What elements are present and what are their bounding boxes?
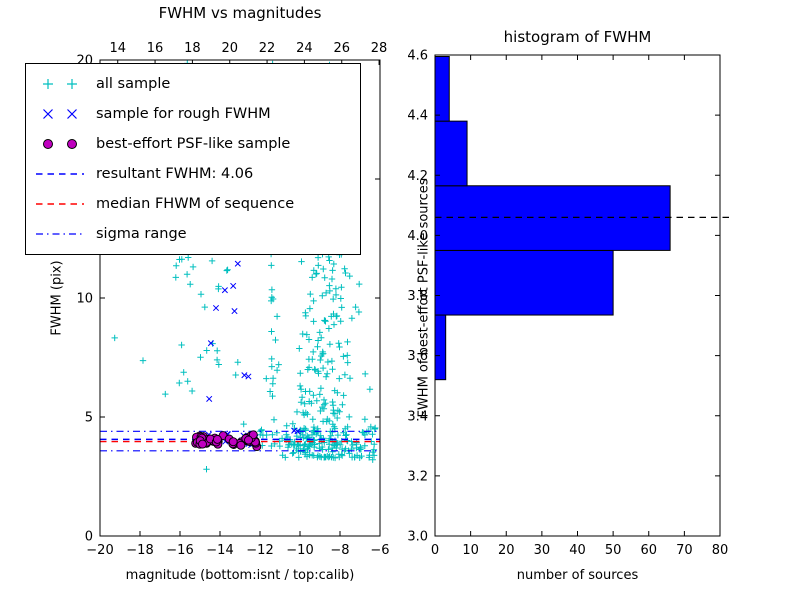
tick-label: −10 bbox=[286, 543, 313, 558]
left-plot-ylabel: FWHM (pix) bbox=[49, 260, 65, 336]
left-plot-xlabel: magnitude (bottom:isnt / top:calib) bbox=[125, 568, 355, 583]
legend-item: all sample bbox=[34, 69, 352, 99]
tick-label: 20 bbox=[221, 41, 238, 56]
series-best-effort-psf-like-sample bbox=[191, 430, 262, 452]
legend-item-label: sigma range bbox=[96, 226, 187, 242]
tick-label: 4.4 bbox=[407, 109, 428, 124]
legend-item: best-effort PSF-like sample bbox=[34, 129, 352, 159]
tick-label: −8 bbox=[330, 543, 349, 558]
right-plot-xlabel: number of sources bbox=[516, 568, 639, 583]
tick-label: 50 bbox=[605, 543, 622, 558]
series-all-sample bbox=[111, 60, 379, 473]
tick-label: 10 bbox=[462, 543, 479, 558]
tick-label: 18 bbox=[184, 41, 201, 56]
tick-label: 60 bbox=[640, 543, 657, 558]
right-plot-title: histogram of FWHM bbox=[503, 28, 652, 46]
tick-label: −14 bbox=[206, 543, 233, 558]
legend-item: sample for rough FWHM bbox=[34, 99, 352, 129]
tick-label: 3.2 bbox=[407, 469, 428, 484]
tick-label: 3.0 bbox=[407, 530, 428, 545]
tick-label: 22 bbox=[259, 41, 276, 56]
legend-item: sigma range bbox=[34, 219, 352, 249]
tick-label: 3.4 bbox=[407, 409, 428, 424]
tick-label: 80 bbox=[712, 543, 729, 558]
legend: all sample sample for rough FWHM best-effo… bbox=[25, 63, 361, 255]
right-plot-ylabel: FWHM of best-effort PSF-like sources bbox=[416, 178, 432, 418]
tick-label: 0 bbox=[431, 543, 439, 558]
tick-label: −18 bbox=[126, 543, 153, 558]
tick-label: 40 bbox=[569, 543, 586, 558]
tick-label: 16 bbox=[147, 41, 164, 56]
tick-label: 28 bbox=[371, 41, 388, 56]
hist-bar bbox=[434, 120, 468, 187]
tick-label: 20 bbox=[498, 543, 515, 558]
tick-label: 14 bbox=[109, 41, 126, 56]
tick-label: 3.6 bbox=[407, 349, 428, 364]
legend-marker-dashdot-line-icon bbox=[36, 233, 84, 235]
left-plot-title: FWHM vs magnitudes bbox=[158, 4, 322, 22]
tick-label: −16 bbox=[166, 543, 193, 558]
legend-marker-dashed-line-icon bbox=[36, 173, 84, 175]
tick-label: 4.0 bbox=[407, 229, 428, 244]
hist-bar bbox=[434, 56, 450, 122]
tick-label: 26 bbox=[333, 41, 350, 56]
tick-label: 5 bbox=[85, 411, 93, 426]
legend-marker-x-icon bbox=[43, 109, 77, 119]
right-tick-labels: 0 10 20 30 40 50 60 70 80 3.0 3.2 3.4 3.6 3.8 4.0 4.2 4.… bbox=[407, 49, 728, 559]
legend-item: median FHWM of sequence bbox=[34, 189, 352, 219]
hist-bar bbox=[434, 249, 614, 316]
tick-label: 0 bbox=[85, 530, 93, 545]
legend-item-label: sample for rough FWHM bbox=[96, 106, 271, 122]
tick-label: −20 bbox=[86, 543, 113, 558]
tick-label: 24 bbox=[296, 41, 313, 56]
legend-marker-dashed-line-icon bbox=[36, 203, 84, 205]
tick-label: 4.6 bbox=[407, 49, 428, 64]
tick-label: 4.2 bbox=[407, 169, 428, 184]
tick-label: 3.8 bbox=[407, 289, 428, 304]
tick-label: −12 bbox=[246, 543, 273, 558]
histogram-bars bbox=[434, 56, 671, 381]
legend-item-label: resultant FWHM: 4.06 bbox=[96, 166, 254, 182]
legend-item-label: all sample bbox=[96, 76, 171, 92]
tick-label: 70 bbox=[676, 543, 693, 558]
legend-marker-plus-icon bbox=[43, 79, 77, 89]
legend-item-label: best-effort PSF-like sample bbox=[96, 136, 291, 152]
right-axes bbox=[434, 54, 721, 537]
tick-label: −6 bbox=[370, 543, 389, 558]
hist-bar bbox=[434, 185, 671, 251]
tick-label: 30 bbox=[534, 543, 551, 558]
legend-marker-circle-icon bbox=[43, 139, 77, 149]
legend-item: resultant FWHM: 4.06 bbox=[34, 159, 352, 189]
legend-item-label: median FHWM of sequence bbox=[96, 196, 295, 212]
tick-label: 10 bbox=[76, 292, 93, 307]
hist-bar bbox=[434, 314, 447, 381]
